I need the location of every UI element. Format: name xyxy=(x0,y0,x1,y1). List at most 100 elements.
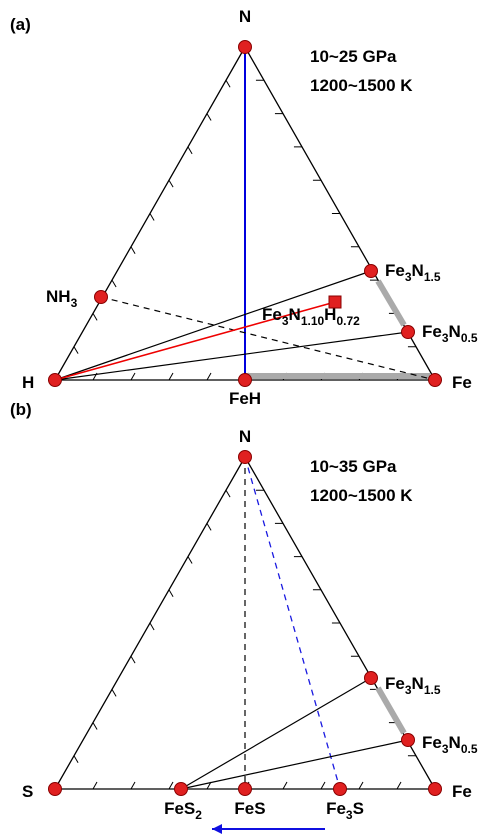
node-label: NH3 xyxy=(46,287,78,310)
subscript: 0.5 xyxy=(461,331,478,345)
formula-part: Fe xyxy=(385,674,405,693)
node-label: Fe xyxy=(452,782,472,801)
formula-part: N xyxy=(239,7,251,26)
conditions: 1200~1500 K xyxy=(310,486,413,505)
hatch xyxy=(396,781,402,790)
node-label: FeS2 xyxy=(164,799,202,822)
hatch xyxy=(92,781,98,790)
tie-line xyxy=(54,331,409,381)
subscript: 3 xyxy=(346,808,353,822)
formula-part: FeH xyxy=(229,389,261,408)
node-marker xyxy=(48,373,62,387)
hatch xyxy=(225,80,231,88)
tie-line xyxy=(180,677,372,790)
formula-part: Fe xyxy=(326,799,346,818)
conditions: 1200~1500 K xyxy=(310,76,413,95)
formula-part: Fe xyxy=(262,305,282,324)
hatch xyxy=(168,781,174,790)
tie-line xyxy=(180,739,409,790)
hatch xyxy=(130,781,136,790)
node-label: Fe3S xyxy=(326,799,364,822)
phase-region xyxy=(375,686,407,735)
hatch xyxy=(168,372,174,381)
subscript: 0.72 xyxy=(336,314,360,328)
node-label: N xyxy=(239,427,251,446)
hatch xyxy=(168,179,174,188)
subscript: 1.10 xyxy=(301,314,325,328)
subscript: 2 xyxy=(195,808,202,822)
subscript: 1.5 xyxy=(424,270,441,284)
hatch xyxy=(111,689,117,697)
node-marker xyxy=(238,373,252,387)
formula-part: Fe xyxy=(422,733,442,752)
subscript: 1.5 xyxy=(424,683,441,697)
hatch xyxy=(206,372,212,381)
hatch xyxy=(149,622,155,631)
formula-part: S xyxy=(353,799,364,818)
hatch xyxy=(92,313,98,321)
formula-part: N xyxy=(239,427,251,446)
conditions: 10~25 GPa xyxy=(310,47,397,66)
hatch xyxy=(206,523,212,531)
node-marker xyxy=(364,671,378,685)
node-marker xyxy=(401,733,415,747)
hatch xyxy=(225,489,231,498)
node-label: FeS xyxy=(234,799,265,818)
hatch xyxy=(320,781,326,790)
subscript: 3 xyxy=(405,270,412,284)
node-marker xyxy=(428,373,442,387)
tie-line xyxy=(100,296,436,381)
node-marker xyxy=(333,782,347,796)
node-marker xyxy=(401,325,415,339)
node-label: N xyxy=(239,7,251,26)
conditions: 10~35 GPa xyxy=(310,457,397,476)
hatch xyxy=(130,246,136,254)
formula-part: S xyxy=(22,782,33,801)
tie-line xyxy=(54,301,336,381)
formula-part: N xyxy=(412,261,424,280)
formula-part: N xyxy=(449,322,461,341)
hatch xyxy=(130,655,136,664)
tie-line xyxy=(54,270,372,381)
node-marker xyxy=(174,782,188,796)
node-marker xyxy=(94,290,108,304)
formula-part: Fe xyxy=(452,373,472,392)
hatch xyxy=(187,556,193,564)
hatch xyxy=(187,146,193,155)
subscript: 3 xyxy=(282,314,289,328)
node-marker xyxy=(238,782,252,796)
node-label: Fe3N1.10H0.72 xyxy=(262,305,360,328)
node-label: H xyxy=(22,373,34,392)
hatch xyxy=(73,755,79,764)
hatch xyxy=(282,781,288,790)
node-label: Fe3N1.5 xyxy=(385,261,441,284)
node-label: Fe3N1.5 xyxy=(385,674,441,697)
node-label: S xyxy=(22,782,33,801)
arrow-head xyxy=(212,824,222,834)
node-label: Fe3N0.5 xyxy=(422,733,478,756)
formula-part: N xyxy=(412,674,424,693)
formula-part: Fe xyxy=(452,782,472,801)
subscript: 3 xyxy=(71,296,78,310)
hatch xyxy=(206,113,212,121)
hatch xyxy=(92,722,98,730)
subscript: 3 xyxy=(442,331,449,345)
formula-part: NH xyxy=(46,287,71,306)
subscript: 3 xyxy=(405,683,412,697)
panel-label: (a) xyxy=(10,15,31,34)
formula-part: H xyxy=(22,373,34,392)
node-marker xyxy=(364,264,378,278)
formula-part: Fe xyxy=(385,261,405,280)
hatch xyxy=(73,346,79,354)
hatch xyxy=(111,279,117,288)
node-label: Fe3N0.5 xyxy=(422,322,478,345)
phase-region xyxy=(375,279,407,327)
node-marker xyxy=(428,782,442,796)
tie-line xyxy=(244,456,341,790)
formula-part: FeS xyxy=(234,799,265,818)
hatch xyxy=(130,372,136,381)
node-label: FeH xyxy=(229,389,261,408)
hatch xyxy=(358,781,364,790)
formula-part: H xyxy=(324,305,336,324)
